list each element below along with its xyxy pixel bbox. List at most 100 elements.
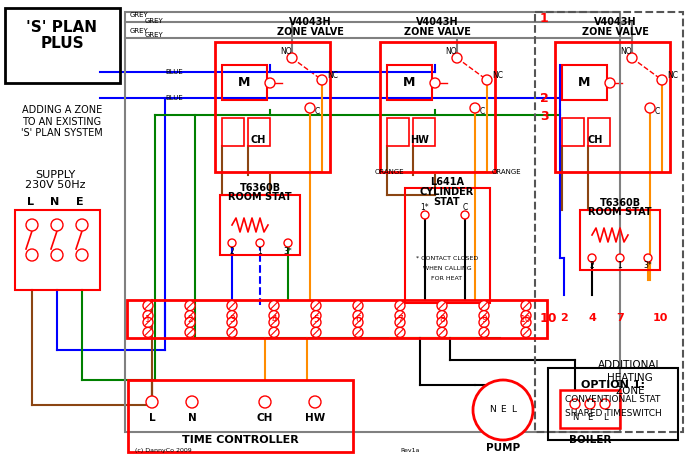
Circle shape	[479, 311, 489, 321]
Circle shape	[644, 254, 652, 262]
Circle shape	[482, 75, 492, 85]
Circle shape	[51, 249, 63, 261]
Circle shape	[353, 300, 363, 311]
Text: ORANGE: ORANGE	[492, 169, 522, 175]
Circle shape	[570, 399, 580, 409]
Text: 9: 9	[481, 314, 487, 323]
Text: NO: NO	[445, 47, 457, 57]
Circle shape	[51, 219, 63, 231]
Text: L641A: L641A	[430, 177, 464, 187]
Circle shape	[185, 327, 195, 337]
Text: V4043H: V4043H	[593, 17, 636, 27]
Bar	[580, 210, 660, 270]
Bar	[380, 42, 495, 172]
Text: E: E	[500, 405, 506, 415]
Text: 2: 2	[230, 247, 235, 256]
Circle shape	[185, 300, 195, 311]
Text: 6: 6	[355, 314, 361, 323]
Bar	[15, 210, 100, 290]
Circle shape	[657, 75, 667, 85]
Text: M: M	[578, 75, 590, 88]
Text: N: N	[188, 413, 197, 423]
Circle shape	[26, 219, 38, 231]
Text: ZONE VALVE: ZONE VALVE	[582, 27, 649, 37]
Circle shape	[600, 399, 610, 409]
Circle shape	[437, 317, 447, 327]
Text: ROOM STAT: ROOM STAT	[228, 192, 292, 202]
Text: (c) DannyCo 2009: (c) DannyCo 2009	[135, 448, 192, 453]
Text: M: M	[403, 75, 415, 88]
Circle shape	[585, 399, 595, 409]
Circle shape	[287, 53, 297, 63]
Circle shape	[353, 327, 363, 337]
Text: HW: HW	[411, 135, 429, 145]
Text: ORANGE: ORANGE	[375, 169, 404, 175]
Text: E: E	[587, 414, 593, 423]
Text: 3*: 3*	[644, 262, 652, 271]
Circle shape	[521, 317, 531, 327]
Text: 8: 8	[439, 314, 445, 323]
Circle shape	[521, 311, 531, 321]
Text: ADDITIONAL: ADDITIONAL	[598, 360, 662, 370]
Text: ZONE: ZONE	[615, 386, 645, 396]
Text: 3: 3	[229, 314, 235, 323]
Text: HEATING: HEATING	[607, 373, 653, 383]
Text: ZONE VALVE: ZONE VALVE	[404, 27, 471, 37]
Circle shape	[479, 317, 489, 327]
Text: GREY: GREY	[130, 28, 149, 34]
Text: * CONTACT CLOSED: * CONTACT CLOSED	[416, 256, 478, 261]
Circle shape	[395, 311, 405, 321]
Text: GREY: GREY	[130, 12, 149, 18]
Text: V4043H: V4043H	[288, 17, 331, 27]
Text: 230V 50Hz: 230V 50Hz	[25, 180, 86, 190]
Circle shape	[395, 317, 405, 327]
Text: 2: 2	[560, 313, 568, 323]
Text: 2: 2	[590, 262, 594, 271]
Bar	[5, 8, 120, 83]
Text: 10: 10	[652, 313, 668, 323]
Text: T6360B: T6360B	[600, 198, 640, 208]
Circle shape	[645, 103, 655, 113]
Circle shape	[311, 311, 321, 321]
Bar	[215, 42, 330, 172]
Bar	[555, 42, 670, 172]
Circle shape	[437, 327, 447, 337]
Bar	[405, 188, 490, 303]
Text: N: N	[489, 405, 495, 415]
Text: CH: CH	[257, 413, 273, 423]
Text: ZONE VALVE: ZONE VALVE	[277, 27, 344, 37]
Text: NC: NC	[327, 72, 338, 80]
Text: SHARED TIMESWITCH: SHARED TIMESWITCH	[564, 409, 662, 417]
Text: 2: 2	[187, 314, 193, 323]
Circle shape	[479, 300, 489, 311]
Bar	[548, 368, 678, 440]
Text: Rev1a: Rev1a	[400, 448, 420, 453]
Text: NO: NO	[620, 47, 631, 57]
Circle shape	[395, 300, 405, 311]
Circle shape	[227, 311, 237, 321]
Text: GREY: GREY	[145, 18, 164, 24]
Text: 5: 5	[313, 314, 319, 323]
Circle shape	[395, 327, 405, 337]
Circle shape	[479, 327, 489, 337]
Bar	[413, 118, 435, 146]
Circle shape	[186, 396, 198, 408]
Text: OPTION 1:: OPTION 1:	[581, 380, 645, 390]
Circle shape	[616, 254, 624, 262]
Text: CH: CH	[587, 135, 602, 145]
Circle shape	[76, 219, 88, 231]
Circle shape	[305, 103, 315, 113]
Text: 3: 3	[540, 110, 549, 123]
Circle shape	[437, 300, 447, 311]
Text: STAT: STAT	[434, 197, 460, 207]
Bar	[222, 118, 244, 146]
Text: FOR HEAT: FOR HEAT	[431, 276, 462, 280]
Circle shape	[143, 311, 153, 321]
Text: CONVENTIONAL STAT: CONVENTIONAL STAT	[565, 395, 661, 404]
Circle shape	[588, 254, 596, 262]
Text: 4: 4	[271, 314, 277, 323]
Text: PLUS: PLUS	[40, 37, 83, 51]
Circle shape	[452, 53, 462, 63]
Circle shape	[269, 327, 279, 337]
Text: M: M	[238, 75, 250, 88]
